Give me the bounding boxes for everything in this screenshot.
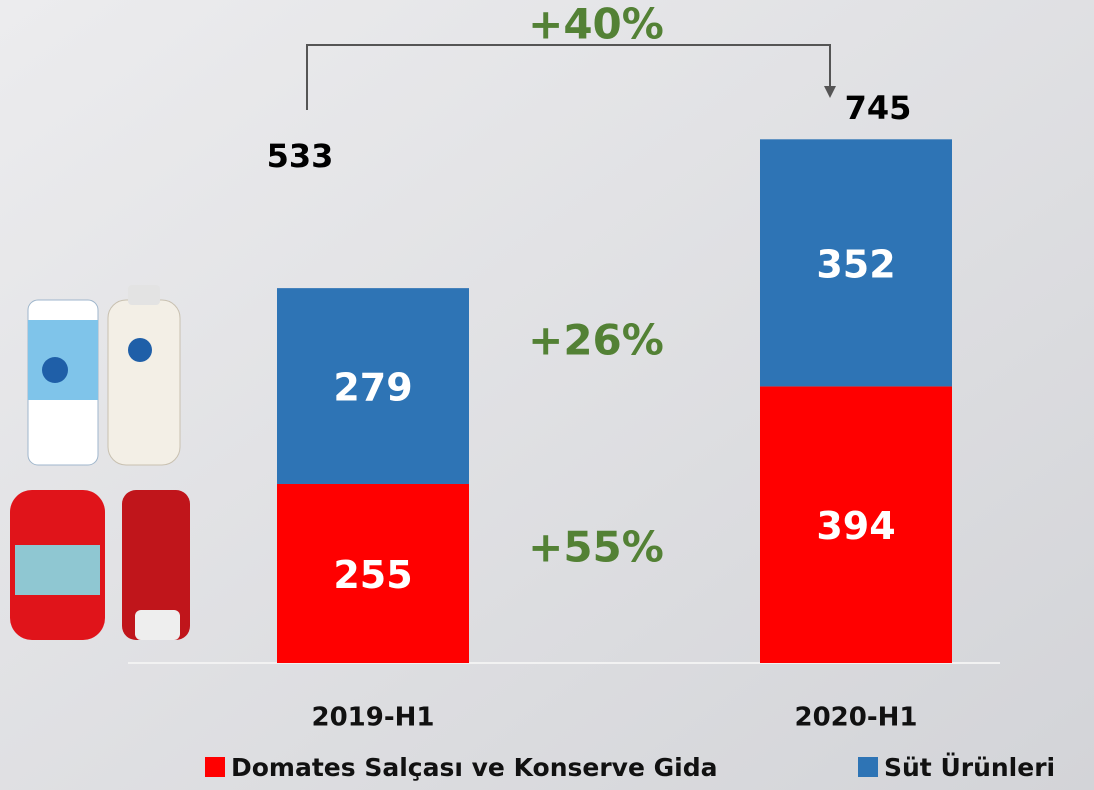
bracket: [306, 44, 831, 110]
legend-swatch: [205, 757, 225, 777]
legend-swatch: [858, 757, 878, 777]
total-label: 533: [267, 137, 334, 175]
value-label: 255: [333, 553, 412, 597]
bar-segment: [760, 139, 952, 387]
value-label: 352: [816, 242, 895, 286]
total-label: 745: [845, 89, 912, 127]
bar-segment: [277, 483, 469, 663]
x-tick-label: 2020-H1: [794, 703, 917, 733]
legend-label: Süt Ürünleri: [884, 752, 1055, 782]
bar-segment: [277, 288, 469, 484]
value-label: 279: [333, 366, 412, 410]
growth-label: +26%: [528, 316, 664, 365]
growth-label: +55%: [528, 523, 664, 572]
legend-label: Domates Salçası ve Konserve Gida: [231, 753, 717, 782]
x-tick-label: 2019-H1: [311, 703, 434, 733]
bar-segment: [760, 386, 952, 663]
product-images: [10, 285, 190, 640]
growth-label: +40%: [528, 0, 664, 49]
arrow-head: [824, 86, 836, 98]
value-label: 394: [816, 504, 895, 548]
